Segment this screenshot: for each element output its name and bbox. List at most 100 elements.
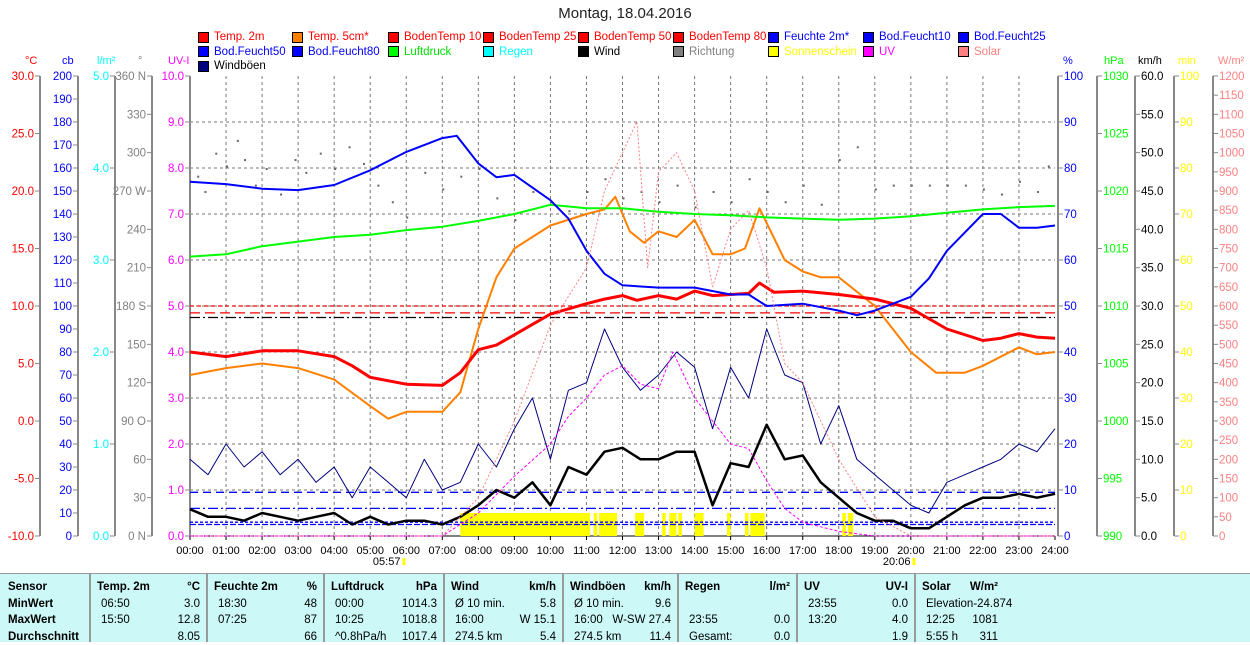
stat-value: 11.4 xyxy=(649,629,671,645)
axis-tick-label-dir: 120 xyxy=(127,378,146,390)
x-tick-label: 11:00 xyxy=(573,545,600,557)
direction-point xyxy=(215,153,217,155)
axis-tick-label-hum: 0 xyxy=(1064,531,1070,543)
axis-tick-label-wind: 5.0 xyxy=(1141,493,1157,505)
stat-title: UV xyxy=(804,579,820,596)
direction-point xyxy=(244,159,246,161)
direction-point xyxy=(226,165,228,167)
axis-tick-label-dir: 90 O xyxy=(121,416,146,428)
direction-point xyxy=(821,204,823,206)
axis-tick-label-cb: 30 xyxy=(59,462,72,474)
stat-title: Solar xyxy=(922,579,951,596)
axis-tick-label-solar: 1000 xyxy=(1219,148,1245,160)
direction-point xyxy=(568,210,570,212)
stat-time: ^0.8hPa/h xyxy=(331,629,386,645)
axis-tick-label-solar: 400 xyxy=(1219,378,1238,390)
stat-value: 8.05 xyxy=(178,629,200,645)
stat-value: 1014.3 xyxy=(402,596,437,613)
axis-tick-label-hum: 70 xyxy=(1064,209,1077,221)
axis-tick-label-solar: 150 xyxy=(1219,474,1238,486)
x-tick-label: 09:00 xyxy=(501,545,529,557)
stat-value: 87 xyxy=(304,612,317,629)
stat-header: Solar W/m² xyxy=(922,579,998,596)
direction-point xyxy=(255,185,257,187)
stat-value: 1018.8 xyxy=(402,612,437,629)
axis-tick-label-solar: 800 xyxy=(1219,224,1238,236)
x-tick-label: 17:00 xyxy=(789,545,817,557)
axis-tick-label-cb: 70 xyxy=(59,370,72,382)
axis-tick-label-solar: 350 xyxy=(1219,397,1238,409)
stat-time: 274.5 km xyxy=(451,629,502,645)
direction-point xyxy=(424,172,426,174)
axis-tick-label-press: 1005 xyxy=(1103,359,1129,371)
direction-point xyxy=(929,185,931,187)
axis-tick-label-rain: 5.0 xyxy=(93,71,109,83)
stat-value: 0.0 xyxy=(774,612,790,629)
axis-tick-label-uv: 1.0 xyxy=(168,485,184,497)
axis-tick-label-rain: 0.0 xyxy=(93,531,109,543)
direction-point xyxy=(893,185,895,187)
x-tick-label: 07:00 xyxy=(429,545,457,557)
stat-row: Elevation-24.874 xyxy=(922,596,998,613)
axis-tick-label-solar: 900 xyxy=(1219,186,1238,198)
axis-unit-wind: km/h xyxy=(1138,55,1162,67)
axis-tick-label-wind: 10.0 xyxy=(1141,454,1163,466)
axis-tick-label-temp: 30.0 xyxy=(12,71,34,83)
axis-tick-label-press: 1025 xyxy=(1103,129,1129,141)
axis-tick-label-solar: 1150 xyxy=(1219,90,1244,102)
x-tick-label: 21:00 xyxy=(933,545,961,557)
x-tick-label: 10:00 xyxy=(537,545,565,557)
axis-tick-label-solar: 600 xyxy=(1219,301,1238,313)
direction-point xyxy=(947,185,949,187)
axis-tick-label-uv: 0.0 xyxy=(168,531,184,543)
stat-value: 0.0 xyxy=(892,596,908,613)
stat-unit: W/m² xyxy=(970,579,998,596)
sunrise-label: 05:57 xyxy=(373,556,401,568)
axis-tick-label-sun: 100 xyxy=(1180,71,1199,83)
axis-tick-label-cb: 20 xyxy=(59,485,72,497)
axis-tick-label-sun: 20 xyxy=(1180,439,1193,451)
stat-value: 3.0 xyxy=(184,596,200,613)
direction-point xyxy=(496,197,498,199)
direction-point xyxy=(204,191,206,193)
axis-tick-label-press: 1030 xyxy=(1103,71,1129,83)
stat-title: Luftdruck xyxy=(331,579,384,596)
stat-value: 1.9 xyxy=(892,629,908,645)
axis-tick-label-solar: 100 xyxy=(1219,493,1238,505)
stat-unit: UV-I xyxy=(886,579,908,596)
x-tick-label: 08:00 xyxy=(465,545,493,557)
x-tick-label: 04:00 xyxy=(320,545,348,557)
x-tick-label: 18:00 xyxy=(825,545,853,557)
axis-tick-label-solar: 1100 xyxy=(1219,109,1244,121)
axis-tick-label-cb: 80 xyxy=(59,347,72,359)
axis-tick-label-cb: 90 xyxy=(59,324,72,336)
stat-value: 311 xyxy=(980,629,998,645)
direction-point xyxy=(623,197,625,199)
axis-tick-label-cb: 10 xyxy=(59,508,72,520)
axis-unit-dir: ° xyxy=(138,55,142,67)
axis-tick-label-wind: 55.0 xyxy=(1141,109,1163,121)
axis-tick-label-wind: 35.0 xyxy=(1141,263,1163,275)
axis-tick-label-cb: 150 xyxy=(53,186,72,198)
axis-tick-label-hum: 10 xyxy=(1064,485,1077,497)
direction-point xyxy=(460,176,462,178)
direction-point xyxy=(295,159,297,161)
axis-tick-label-sun: 50 xyxy=(1180,301,1193,313)
direction-point xyxy=(857,146,859,148)
x-tick-label: 01:00 xyxy=(212,545,240,557)
stat-unit: km/h xyxy=(644,579,671,596)
axis-tick-label-uv: 5.0 xyxy=(168,301,184,313)
axis-tick-label-dir: 360 N xyxy=(115,71,146,83)
stat-value: 5.4 xyxy=(540,629,556,645)
axis-tick-label-hum: 30 xyxy=(1064,393,1077,405)
stat-value: 9.6 xyxy=(655,596,671,613)
axis-tick-label-dir: 210 xyxy=(127,263,146,275)
sunset-marker xyxy=(912,558,915,565)
